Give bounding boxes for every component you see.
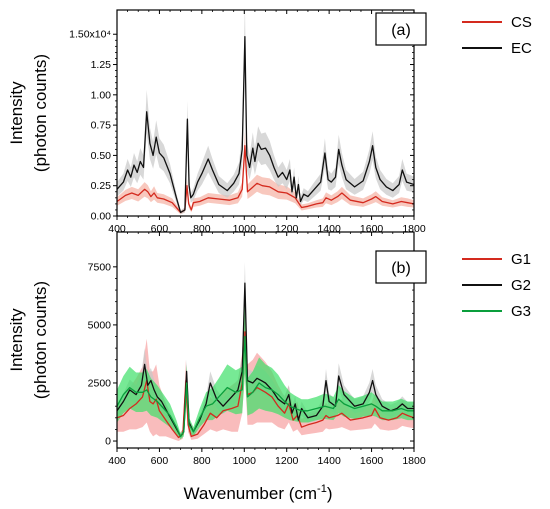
x-tick-label: 600: [151, 455, 169, 467]
y-axis-label-line1: Intensity: [7, 308, 26, 372]
series-line-cs: [117, 145, 414, 214]
x-tick-label: 1600: [360, 455, 384, 467]
series-band-g3: [117, 299, 414, 440]
y-tick-label: 7500: [88, 261, 112, 273]
series-line-g3: [117, 335, 414, 438]
panel-label-box: [375, 12, 427, 46]
y-tick-label: 0.75: [91, 120, 112, 132]
x-tick-label: 800: [193, 455, 211, 467]
x-tick-label: 400: [108, 455, 126, 467]
y-tick-label: 1.50x10⁴: [69, 29, 111, 41]
y-axis-label-line2: (photon counts): [31, 281, 50, 399]
x-tick-label: 1000: [233, 455, 257, 467]
legend-label-g2: G2: [511, 277, 531, 294]
x-tick-label: 1200: [275, 455, 299, 467]
legend-label-cs: CS: [511, 14, 532, 31]
series-line-ec: [117, 36, 414, 214]
y-tick-label: 0: [105, 436, 111, 448]
y-tick-label: 1.25: [91, 59, 112, 71]
x-tick-label: 1400: [317, 455, 341, 467]
y-axis-label-line1: Intensity: [7, 81, 26, 145]
plot-area: [117, 10, 414, 215]
x-axis-label: Wavenumber (cm-1): [184, 483, 333, 503]
panel-a-spectra-chart: 400 600 800 1000 1200 1400 1600 18000.000.250.5…: [7, 9, 532, 235]
panel-b-spectra-chart: 400 600 800 1000 1200 1400 1600 1800 0 2500 5000 75…: [7, 231, 531, 467]
panel-label: (b): [391, 260, 411, 277]
y-tick-label: 1.00: [91, 89, 112, 101]
legend-label-g3: G3: [511, 303, 531, 320]
series-band-ec: [117, 10, 414, 215]
legend-label-ec: EC: [511, 40, 532, 57]
y-tick-label: 0.25: [91, 180, 112, 192]
series-band-cs: [117, 131, 414, 215]
plot-area: [117, 262, 414, 441]
y-tick-label: 0.50: [91, 150, 112, 162]
y-axis-label-line2: (photon counts): [31, 54, 50, 172]
y-tick-label: 2500: [88, 377, 112, 389]
y-tick-label: 5000: [88, 319, 112, 331]
y-tick-label: 0.00: [91, 211, 112, 223]
legend-label-g1: G1: [511, 251, 531, 268]
panel-label-box: [375, 250, 427, 284]
x-tick-label: 1800: [402, 455, 426, 467]
series-line-g2: [117, 282, 414, 438]
panel-label: (a): [391, 22, 411, 39]
